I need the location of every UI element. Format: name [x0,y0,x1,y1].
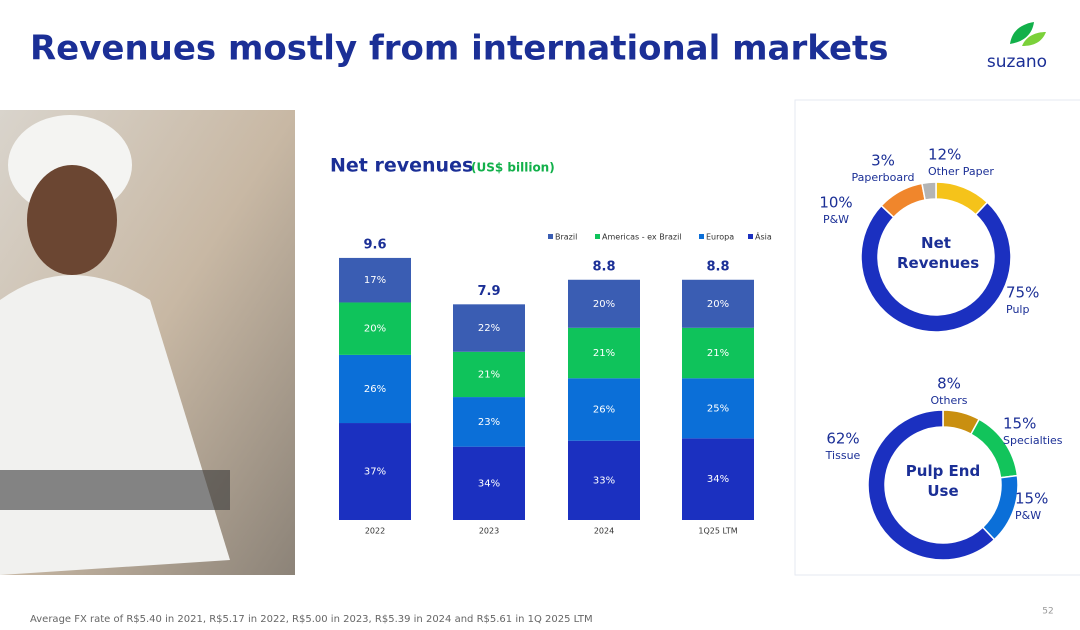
donut-slice [880,182,927,219]
bar-value-label: 26% [593,404,615,415]
bar-segment [339,302,411,355]
bar-total-label: 8.8 [706,259,729,274]
bar-segment [453,351,525,398]
x-tick-label: 1Q25 LTM [698,527,737,536]
donut-slice [860,201,1012,333]
footnote: Average FX rate of R$5.40 in 2021, R$5.1… [30,614,593,625]
bar-value-label: 20% [593,299,615,310]
slice-value-label: 15% [1003,415,1036,433]
bar-segment [339,423,411,520]
bar-value-label: 21% [707,348,729,359]
slice-value-label: 10% [819,194,852,212]
bar-segment [453,397,525,447]
panel-border [794,99,1080,576]
slice-category-label: P&W [823,213,849,226]
bar-segment [568,279,640,328]
bar-segment [568,378,640,441]
x-tick-label: 2024 [594,527,614,536]
bar-value-label: 34% [707,474,729,485]
slice-category-label: P&W [1015,509,1041,522]
chart-title: Net revenues [330,155,473,177]
slice-category-label: Pulp [1006,303,1029,316]
photo [0,110,295,575]
bar-value-label: 34% [478,478,500,489]
slice-value-label: 62% [826,430,859,448]
bar-value-label: 20% [707,299,729,310]
legend-swatch [595,234,600,239]
bar-segment [682,438,754,520]
page-number: 52 [1042,607,1053,617]
bar-segment [682,327,754,379]
bar-value-label: 22% [478,323,500,334]
slice-value-label: 75% [1006,284,1039,302]
legend-swatch [699,234,704,239]
bar-segment [453,304,525,352]
donut-center-title: Net Revenues [897,234,980,272]
bar-segment [682,378,754,439]
legend-label: Brazil [555,233,577,242]
bar-value-label: 26% [364,384,386,395]
slice-category-label: Tissue [825,449,861,462]
bar-total-label: 9.6 [363,237,386,252]
legend-swatch [548,234,553,239]
slice-category-label: Specialties [1003,434,1063,447]
legend-label: Ásia [755,231,772,242]
logo: suzano [987,22,1047,72]
bar-value-label: 17% [364,275,386,286]
x-tick-label: 2022 [365,527,385,536]
bar-value-label: 23% [478,417,500,428]
bar-value-label: 33% [593,475,615,486]
bar-segment [682,279,754,328]
bar-value-label: 37% [364,467,386,478]
donut-slice [921,181,937,201]
bar-segment [453,446,525,520]
slide-title: Revenues mostly from international marke… [30,29,889,69]
logo-text: suzano [987,52,1047,72]
bar-value-label: 25% [707,403,729,414]
donut-center-title: Pulp End Use [905,462,981,500]
donut-slice [867,409,996,561]
slice-value-label: 8% [937,375,961,393]
slice-value-label: 15% [1015,490,1048,508]
bar-total-label: 8.8 [592,259,615,274]
bar-value-label: 21% [478,369,500,380]
bar-value-label: 21% [593,348,615,359]
bar-value-label: 20% [364,324,386,335]
slice-category-label: Others [931,394,968,407]
bar-segment [568,327,640,379]
x-tick-label: 2023 [479,527,499,536]
slice-value-label: 12% [928,146,961,164]
donut-center-text: Pulp End Use [905,462,981,500]
bar-total-label: 7.9 [477,284,500,299]
bar-segment [568,440,640,520]
slice-value-label: 3% [871,152,895,170]
bar-segment [339,354,411,424]
legend-label: Europa [706,233,734,242]
legend-label: Americas - ex Brazil [602,233,682,242]
legend-swatch [748,234,753,239]
slice-category-label: Paperboard [852,171,915,184]
donut-center-text: Net Revenues [897,234,980,272]
bar-segment [339,257,411,303]
chart-subtitle: (US$ billion) [471,161,555,175]
slice-category-label: Other Paper [928,165,994,178]
